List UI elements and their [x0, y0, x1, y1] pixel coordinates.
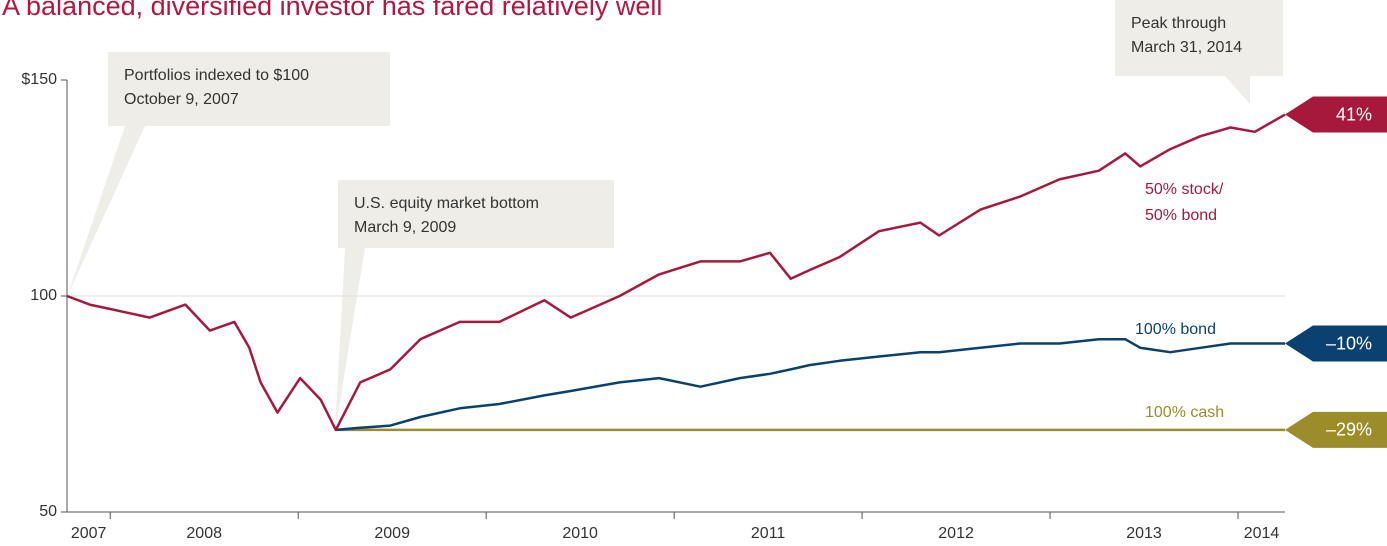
- x-tick-label: 2012: [938, 525, 974, 542]
- series-label: 100% bond: [1135, 321, 1216, 338]
- callout-pointer: [1225, 76, 1250, 104]
- callout-box: [338, 180, 614, 248]
- series-label: 50% bond: [1145, 207, 1217, 224]
- x-tick-label: 2011: [751, 525, 786, 542]
- chart-title: A balanced, diversified investor has far…: [2, 0, 662, 21]
- callout-text: October 9, 2007: [124, 91, 239, 108]
- callout-text: Peak through: [1131, 15, 1226, 32]
- x-tick-label: 2013: [1126, 525, 1162, 542]
- x-tick-label: 2009: [374, 525, 410, 542]
- change-tag: [1285, 411, 1387, 448]
- change-tag: [1285, 325, 1387, 362]
- series-line: [66, 113, 1286, 432]
- y-tick-label: 50: [39, 503, 57, 520]
- x-tick-label: 2007: [71, 525, 107, 542]
- y-tick-label: 100: [30, 287, 57, 304]
- series-label: 50% stock/: [1145, 181, 1224, 198]
- callout-box: [1115, 0, 1283, 76]
- series-line: [335, 337, 1285, 432]
- y-tick-label: $150: [21, 71, 57, 88]
- change-label: 41%: [1336, 104, 1372, 124]
- x-tick-label: 2014: [1244, 525, 1280, 542]
- series-label: 100% cash: [1145, 404, 1224, 421]
- change-tag: [1285, 96, 1387, 133]
- change-label: –29%: [1326, 420, 1372, 440]
- callout-pointer: [67, 126, 145, 297]
- callout-text: Portfolios indexed to $100: [124, 67, 309, 84]
- callout-text: March 9, 2009: [354, 219, 456, 236]
- change-label: –10%: [1326, 333, 1372, 353]
- callout-box: [108, 52, 390, 126]
- callout-text: U.S. equity market bottom: [354, 195, 539, 212]
- x-tick-label: 2008: [186, 525, 222, 542]
- callout-text: March 31, 2014: [1131, 39, 1242, 56]
- x-tick-label: 2010: [562, 525, 598, 542]
- callout-pointer: [335, 248, 365, 432]
